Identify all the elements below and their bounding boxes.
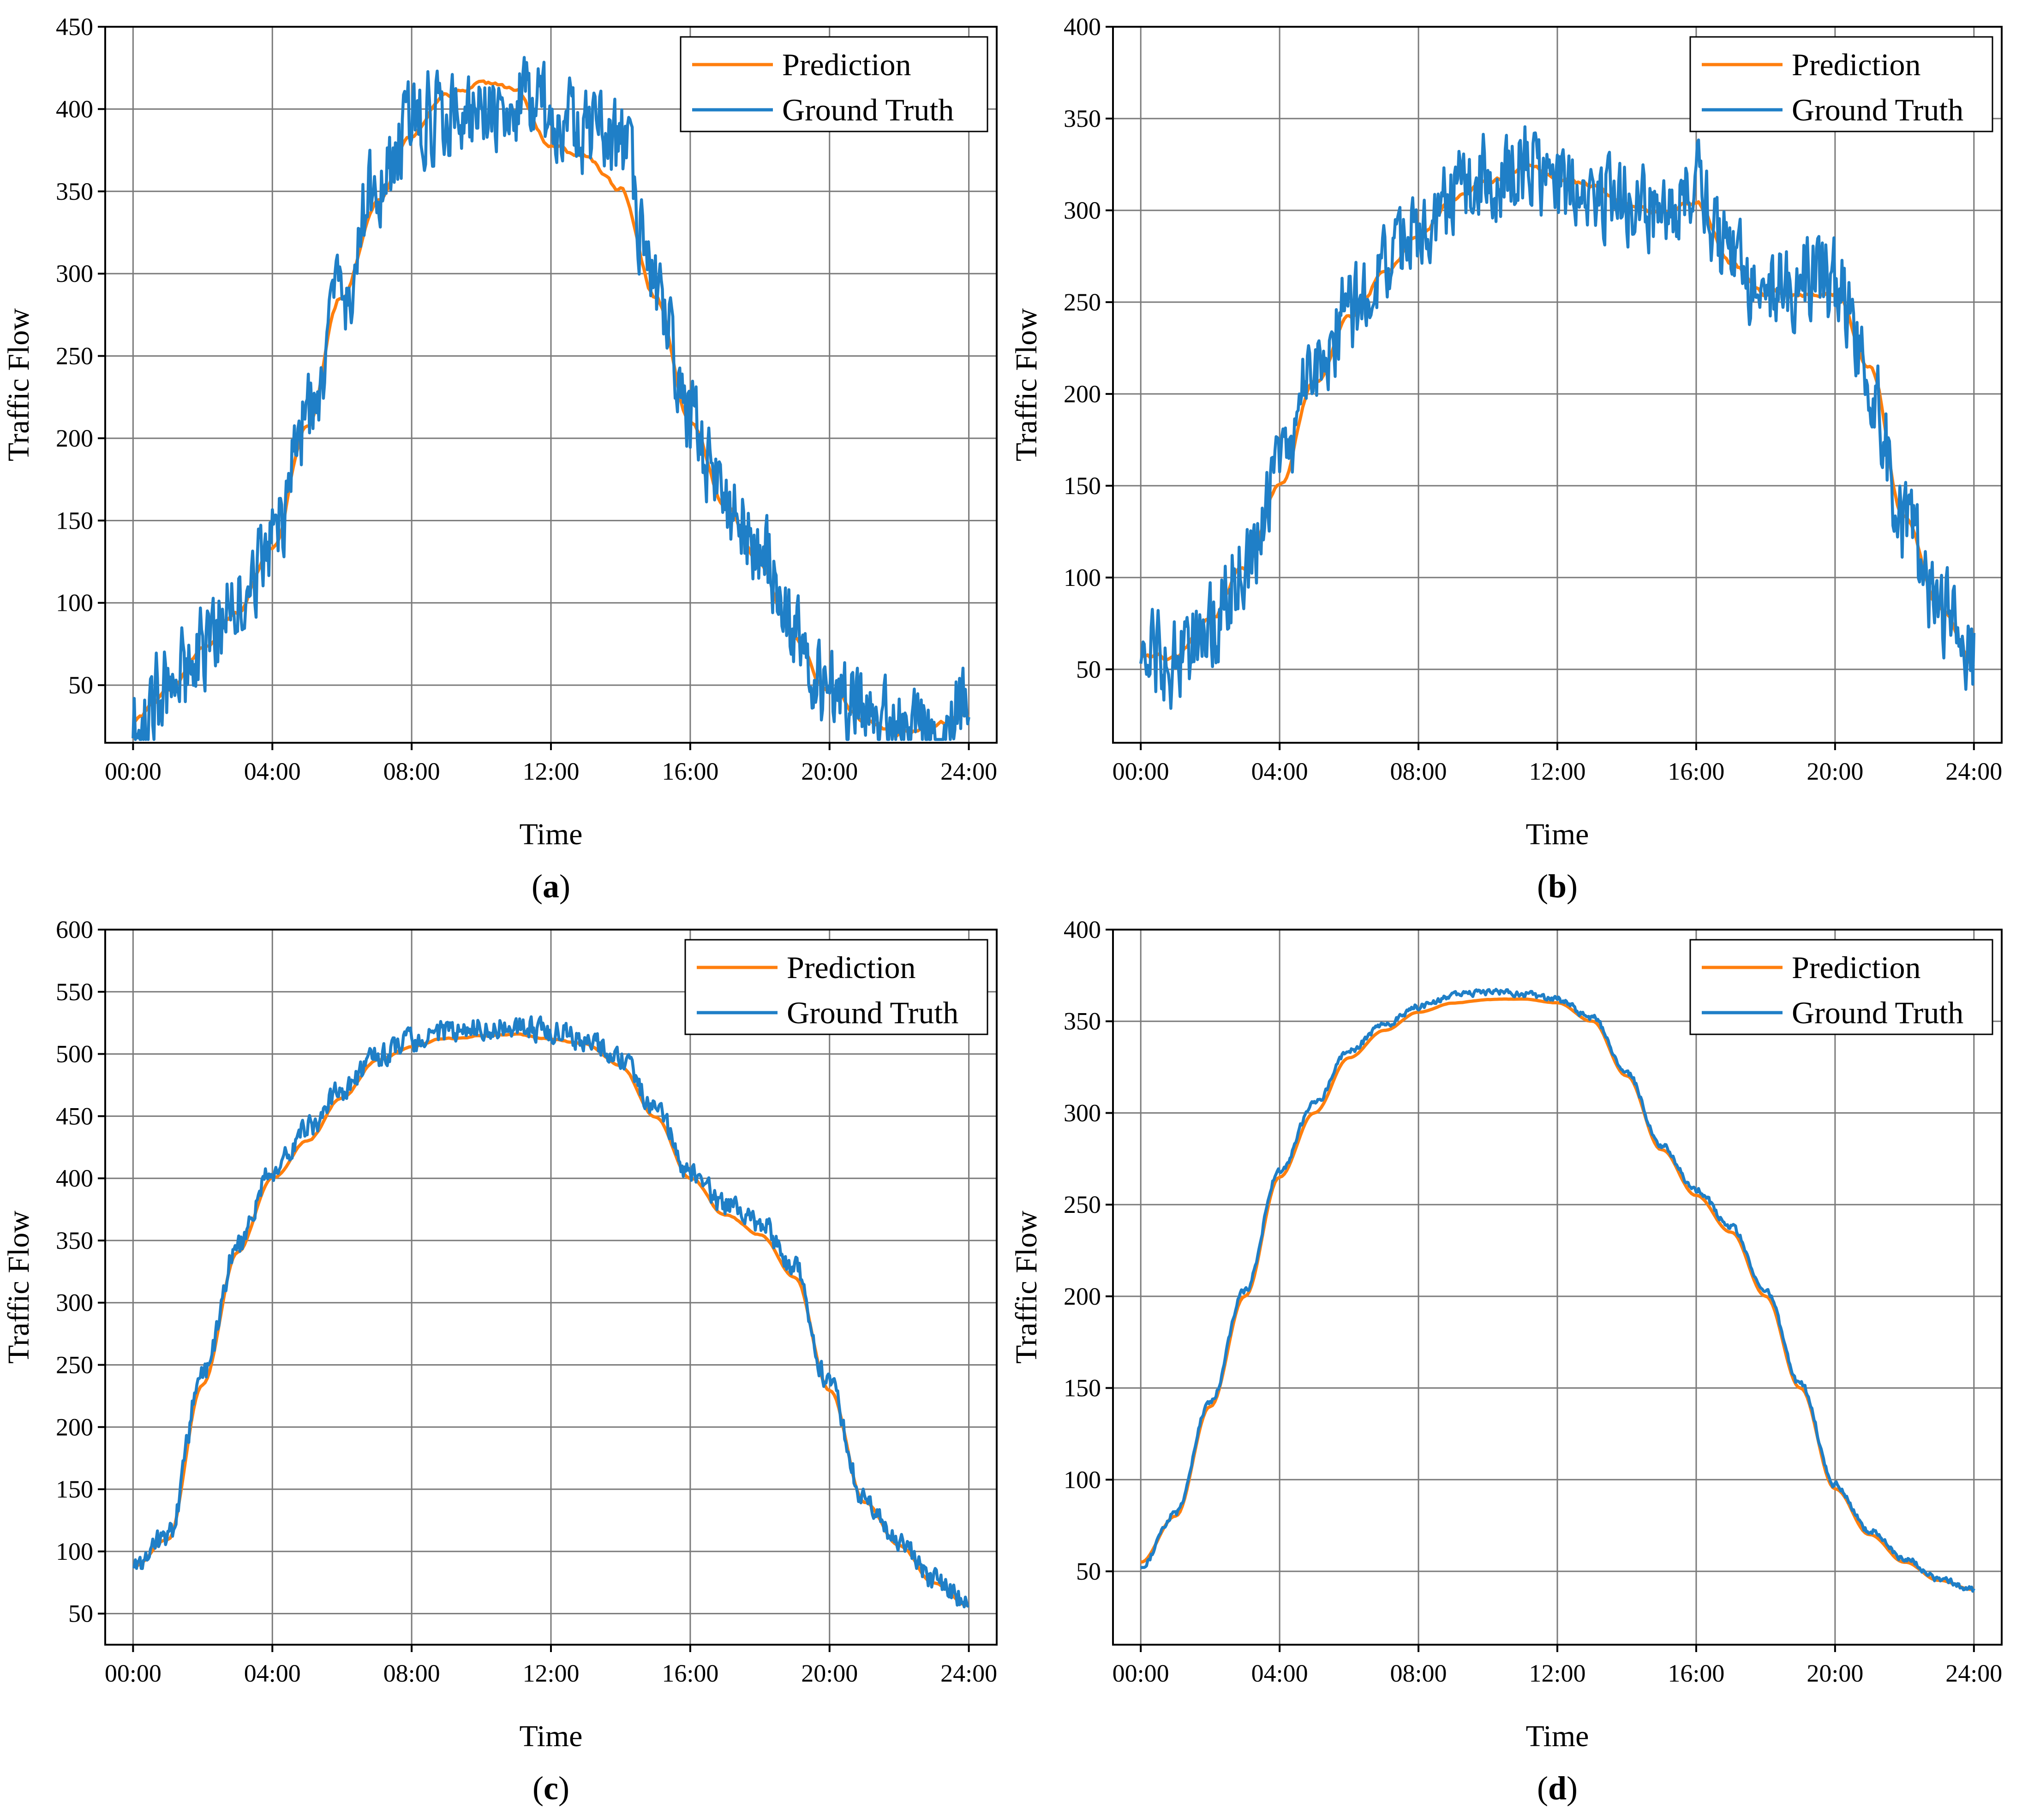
- x-axis-label: Time: [520, 1719, 583, 1753]
- y-tick-label: 200: [1064, 380, 1101, 408]
- x-tick-label: 12:00: [1529, 758, 1585, 785]
- y-tick-label: 350: [1064, 105, 1101, 132]
- y-tick-label: 50: [68, 671, 93, 699]
- x-tick-label: 00:00: [1113, 1659, 1169, 1687]
- legend-label-ground-truth: Ground Truth: [782, 92, 954, 127]
- chart-panel-d: 00:00 04:00 08:00 12:00 16:00 20:00 24:00 50 100…: [1010, 916, 2003, 1807]
- legend-label-prediction: Prediction: [782, 47, 911, 82]
- y-tick-label: 400: [1064, 916, 1101, 943]
- x-tick-label: 20:00: [1807, 758, 1863, 785]
- y-tick-label: 100: [1064, 1466, 1101, 1493]
- y-tick-label: 250: [1064, 288, 1101, 316]
- chart-panel-a: 00:00 04:00 08:00 12:00 16:00 20:00 24:00 50 100…: [2, 13, 998, 905]
- y-axis-label: Traffic Flow: [2, 1211, 36, 1364]
- x-tick-label: 24:00: [940, 1659, 997, 1687]
- y-tick-label: 250: [56, 342, 93, 370]
- panel-label: (d): [1537, 1770, 1578, 1807]
- series-line-ground-truth: [1139, 125, 1976, 710]
- y-tick-label: 300: [56, 1289, 93, 1317]
- y-tick-label: 150: [1064, 472, 1101, 500]
- panel-label: (a): [532, 868, 570, 905]
- x-tick-label: 12:00: [522, 1659, 579, 1687]
- chart-panel-b: 00:00 04:00 08:00 12:00 16:00 20:00 24:00 50 100…: [1010, 13, 2003, 905]
- y-tick-label: 400: [1064, 13, 1101, 41]
- legend-box: [684, 939, 988, 1035]
- x-tick-label: 04:00: [244, 758, 301, 785]
- x-tick-label: 16:00: [662, 1659, 718, 1687]
- x-tick-label: 08:00: [1390, 1659, 1447, 1687]
- y-tick-label: 300: [1064, 1099, 1101, 1127]
- x-tick-label: 04:00: [1251, 758, 1308, 785]
- y-axis-label: Traffic Flow: [1010, 1211, 1043, 1364]
- y-tick-label: 200: [1064, 1283, 1101, 1310]
- y-tick-label: 100: [1064, 564, 1101, 591]
- x-tick-label: 12:00: [522, 758, 579, 785]
- y-tick-label: 500: [56, 1040, 93, 1068]
- y-tick-label: 150: [56, 1475, 93, 1503]
- y-tick-label: 150: [56, 507, 93, 534]
- legend-box: [680, 36, 988, 132]
- x-tick-label: 24:00: [1945, 1659, 2002, 1687]
- y-tick-label: 50: [68, 1600, 93, 1628]
- y-tick-label: 400: [56, 1164, 93, 1192]
- panel-label: (b): [1537, 868, 1578, 905]
- y-axis-label: Traffic Flow: [2, 308, 36, 461]
- legend-box: [1689, 939, 1993, 1035]
- x-tick-label: 20:00: [1807, 1659, 1863, 1687]
- legend-label-prediction: Prediction: [1792, 950, 1921, 985]
- legend-label-ground-truth: Ground Truth: [1792, 995, 1963, 1030]
- x-tick-label: 24:00: [1945, 758, 2002, 785]
- x-tick-label: 12:00: [1529, 1659, 1585, 1687]
- x-tick-label: 00:00: [105, 1659, 162, 1687]
- y-tick-label: 350: [56, 1227, 93, 1254]
- x-tick-label: 16:00: [1668, 1659, 1724, 1687]
- x-tick-label: 16:00: [662, 758, 718, 785]
- x-tick-label: 08:00: [383, 1659, 440, 1687]
- panel-label: (c): [532, 1770, 569, 1807]
- x-tick-label: 04:00: [244, 1659, 301, 1687]
- x-axis-label: Time: [520, 818, 583, 851]
- x-tick-label: 00:00: [1113, 758, 1169, 785]
- legend-label-ground-truth: Ground Truth: [787, 995, 958, 1030]
- y-tick-label: 250: [56, 1351, 93, 1378]
- x-tick-label: 20:00: [801, 758, 858, 785]
- series-line-ground-truth: [1140, 988, 1975, 1593]
- y-tick-label: 300: [56, 260, 93, 287]
- x-axis-label: Time: [1526, 818, 1589, 851]
- x-tick-label: 08:00: [383, 758, 440, 785]
- legend-label-prediction: Prediction: [787, 950, 916, 985]
- y-tick-label: 300: [1064, 197, 1101, 224]
- y-tick-label: 100: [56, 589, 93, 617]
- legend-box: [1689, 36, 1993, 132]
- y-tick-label: 550: [56, 978, 93, 1006]
- y-tick-label: 350: [1064, 1008, 1101, 1035]
- y-tick-label: 400: [56, 95, 93, 123]
- legend-label-ground-truth: Ground Truth: [1792, 92, 1963, 127]
- y-tick-label: 50: [1076, 656, 1101, 683]
- y-tick-label: 100: [56, 1538, 93, 1565]
- y-tick-label: 200: [56, 424, 93, 452]
- legend-label-prediction: Prediction: [1792, 47, 1921, 82]
- x-tick-label: 00:00: [105, 758, 162, 785]
- x-tick-label: 16:00: [1668, 758, 1724, 785]
- y-tick-label: 350: [56, 178, 93, 205]
- y-tick-label: 150: [1064, 1374, 1101, 1402]
- y-tick-label: 200: [56, 1413, 93, 1441]
- y-axis-label: Traffic Flow: [1010, 308, 1043, 461]
- x-tick-label: 08:00: [1390, 758, 1447, 785]
- x-tick-label: 24:00: [940, 758, 997, 785]
- y-tick-label: 600: [56, 916, 93, 943]
- x-axis-label: Time: [1526, 1719, 1589, 1753]
- chart-panel-c: 00:00 04:00 08:00 12:00 16:00 20:00 24:00 50 100…: [2, 916, 998, 1807]
- y-tick-label: 250: [1064, 1191, 1101, 1218]
- y-tick-label: 50: [1076, 1557, 1101, 1585]
- series-line-prediction: [1140, 997, 1974, 1591]
- series-line-ground-truth: [132, 1015, 969, 1609]
- y-tick-label: 450: [56, 13, 93, 41]
- x-tick-label: 04:00: [1251, 1659, 1308, 1687]
- y-tick-label: 450: [56, 1102, 93, 1130]
- series-line-ground-truth: [132, 56, 970, 741]
- x-tick-label: 20:00: [801, 1659, 858, 1687]
